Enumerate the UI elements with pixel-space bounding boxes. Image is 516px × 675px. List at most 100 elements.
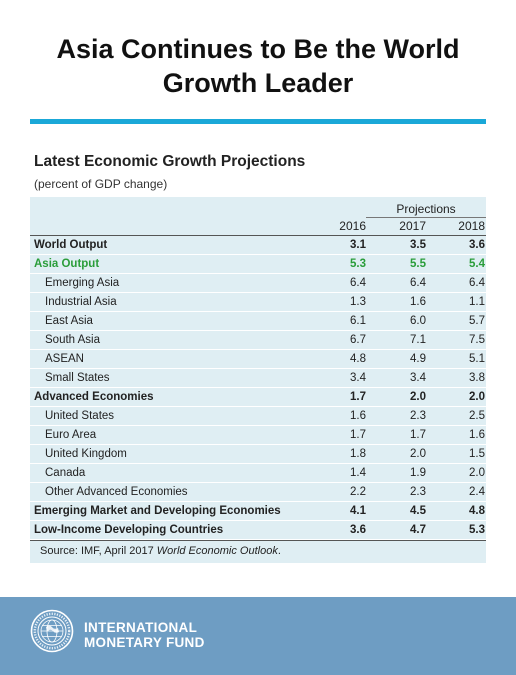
- year-header-row: 2016 2017 2018: [30, 218, 486, 235]
- row-value-2016: 1.3: [350, 296, 366, 308]
- row-label: United States: [45, 410, 115, 422]
- row-value-2017: 1.7: [410, 429, 426, 441]
- table-row: East Asia 6.1 6.0 5.7: [30, 312, 486, 331]
- projections-underline: [366, 217, 486, 218]
- row-value-2018: 6.4: [469, 277, 485, 289]
- table-row: South Asia 6.7 7.1 7.5: [30, 331, 486, 350]
- table-row: Advanced Economies 1.7 2.0 2.0: [30, 388, 486, 407]
- row-value-2018: 1.1: [469, 296, 485, 308]
- row-value-2016: 3.4: [350, 372, 366, 384]
- row-label: Asia Output: [34, 258, 100, 270]
- row-value-2016: 3.1: [350, 239, 366, 251]
- row-label: Industrial Asia: [45, 296, 117, 308]
- year-header-2018: 2018: [458, 219, 485, 233]
- row-value-2018: 5.7: [469, 315, 485, 327]
- row-label: United Kingdom: [45, 448, 127, 460]
- table-row: Small States 3.4 3.4 3.8: [30, 369, 486, 388]
- source-prefix: Source: IMF, April 2017: [40, 545, 157, 557]
- row-value-2016: 2.2: [350, 486, 366, 498]
- row-value-2017: 1.9: [410, 467, 426, 479]
- table-row: Euro Area 1.7 1.7 1.6: [30, 426, 486, 445]
- row-value-2016: 1.4: [350, 467, 366, 479]
- table-bottom-rule: [30, 540, 486, 541]
- row-label: World Output: [34, 239, 108, 251]
- row-value-2017: 2.3: [410, 486, 426, 498]
- row-value-2018: 1.6: [469, 429, 485, 441]
- row-value-2018: 2.5: [469, 410, 485, 422]
- row-label: East Asia: [45, 315, 93, 327]
- row-label: Small States: [45, 372, 110, 384]
- row-value-2016: 1.8: [350, 448, 366, 460]
- org-name-line-2: MONETARY FUND: [84, 635, 205, 650]
- row-value-2016: 1.7: [350, 429, 366, 441]
- row-value-2018: 5.4: [469, 258, 485, 270]
- row-value-2018: 7.5: [469, 334, 485, 346]
- imf-seal-icon: [30, 609, 74, 653]
- row-label: Canada: [45, 467, 86, 479]
- row-label: Euro Area: [45, 429, 97, 441]
- projections-header: Projections: [396, 202, 456, 216]
- table-body: World Output 3.1 3.5 3.6 Asia Output 5.3…: [30, 236, 486, 540]
- source-suffix: .: [277, 545, 281, 557]
- row-value-2017: 3.5: [410, 239, 426, 251]
- table-subtitle: (percent of GDP change): [34, 177, 168, 191]
- row-value-2016: 1.7: [350, 391, 366, 403]
- table-row: Industrial Asia 1.3 1.6 1.1: [30, 293, 486, 312]
- row-value-2017: 2.0: [410, 448, 426, 460]
- table-row: Asia Output 5.3 5.5 5.4: [30, 255, 486, 274]
- page-title: Asia Continues to Be the World Growth Le…: [0, 32, 516, 100]
- org-name-line-1: INTERNATIONAL: [84, 620, 198, 635]
- page-title-line-2: Growth Leader: [162, 68, 354, 98]
- source-note: Source: IMF, April 2017 World Economic O…: [40, 545, 281, 557]
- row-value-2016: 6.4: [350, 277, 366, 289]
- row-value-2018: 3.6: [469, 239, 485, 251]
- source-publication: World Economic Outlook: [156, 545, 278, 557]
- row-label: Advanced Economies: [34, 391, 154, 403]
- table-row: Low-Income Developing Countries 3.6 4.7 …: [30, 521, 486, 540]
- row-value-2018: 4.8: [469, 505, 485, 517]
- row-value-2017: 4.9: [410, 353, 426, 365]
- row-value-2017: 4.7: [410, 524, 426, 536]
- row-value-2016: 6.7: [350, 334, 366, 346]
- row-value-2017: 1.6: [410, 296, 426, 308]
- row-value-2017: 5.5: [410, 258, 426, 270]
- org-name: INTERNATIONAL MONETARY FUND: [84, 620, 205, 650]
- row-label: Emerging Market and Developing Economies: [34, 505, 281, 517]
- row-label: ASEAN: [45, 353, 84, 365]
- row-value-2017: 2.3: [410, 410, 426, 422]
- row-value-2016: 6.1: [350, 315, 366, 327]
- year-header-2017: 2017: [399, 219, 426, 233]
- table-row: Canada 1.4 1.9 2.0: [30, 464, 486, 483]
- row-value-2016: 4.8: [350, 353, 366, 365]
- table-row: Other Advanced Economies 2.2 2.3 2.4: [30, 483, 486, 502]
- row-label: Low-Income Developing Countries: [34, 524, 224, 536]
- row-value-2016: 5.3: [350, 258, 366, 270]
- row-value-2018: 2.0: [469, 391, 485, 403]
- row-label: Other Advanced Economies: [45, 486, 188, 498]
- table-row: United Kingdom 1.8 2.0 1.5: [30, 445, 486, 464]
- row-value-2018: 5.1: [469, 353, 485, 365]
- footer-bar: [0, 597, 516, 675]
- row-value-2018: 1.5: [469, 448, 485, 460]
- row-value-2017: 2.0: [410, 391, 426, 403]
- page-title-line-1: Asia Continues to Be the World: [56, 34, 460, 64]
- row-label: South Asia: [45, 334, 100, 346]
- table-row: Emerging Market and Developing Economies…: [30, 502, 486, 521]
- row-value-2018: 3.8: [469, 372, 485, 384]
- table-row: United States 1.6 2.3 2.5: [30, 407, 486, 426]
- title-divider: [30, 119, 486, 124]
- row-value-2018: 2.4: [469, 486, 485, 498]
- header-rule: [30, 235, 486, 236]
- table-row: World Output 3.1 3.5 3.6: [30, 236, 486, 255]
- row-value-2016: 4.1: [350, 505, 366, 517]
- row-value-2016: 3.6: [350, 524, 366, 536]
- row-value-2017: 6.0: [410, 315, 426, 327]
- table-row: Emerging Asia 6.4 6.4 6.4: [30, 274, 486, 293]
- row-value-2018: 2.0: [469, 467, 485, 479]
- row-value-2017: 4.5: [410, 505, 426, 517]
- table-row: ASEAN 4.8 4.9 5.1: [30, 350, 486, 369]
- table-background: [30, 197, 486, 563]
- row-value-2018: 5.3: [469, 524, 485, 536]
- row-value-2017: 7.1: [410, 334, 426, 346]
- row-value-2017: 6.4: [410, 277, 426, 289]
